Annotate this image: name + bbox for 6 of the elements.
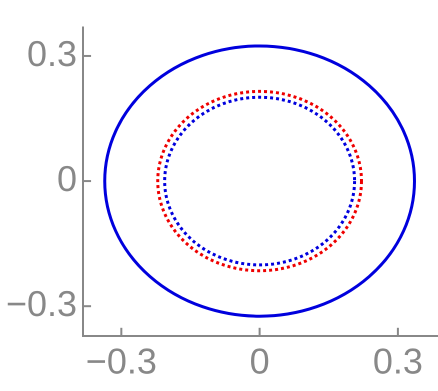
x-tick-label: 0: [250, 340, 270, 382]
y-tick-label: −0.3: [6, 283, 78, 324]
y-tick-label: 0.3: [27, 32, 78, 74]
x-tick-label: −0.3: [86, 340, 157, 382]
x-tick-label: 0.3: [372, 340, 423, 382]
y-tick-label: 0: [57, 158, 78, 199]
